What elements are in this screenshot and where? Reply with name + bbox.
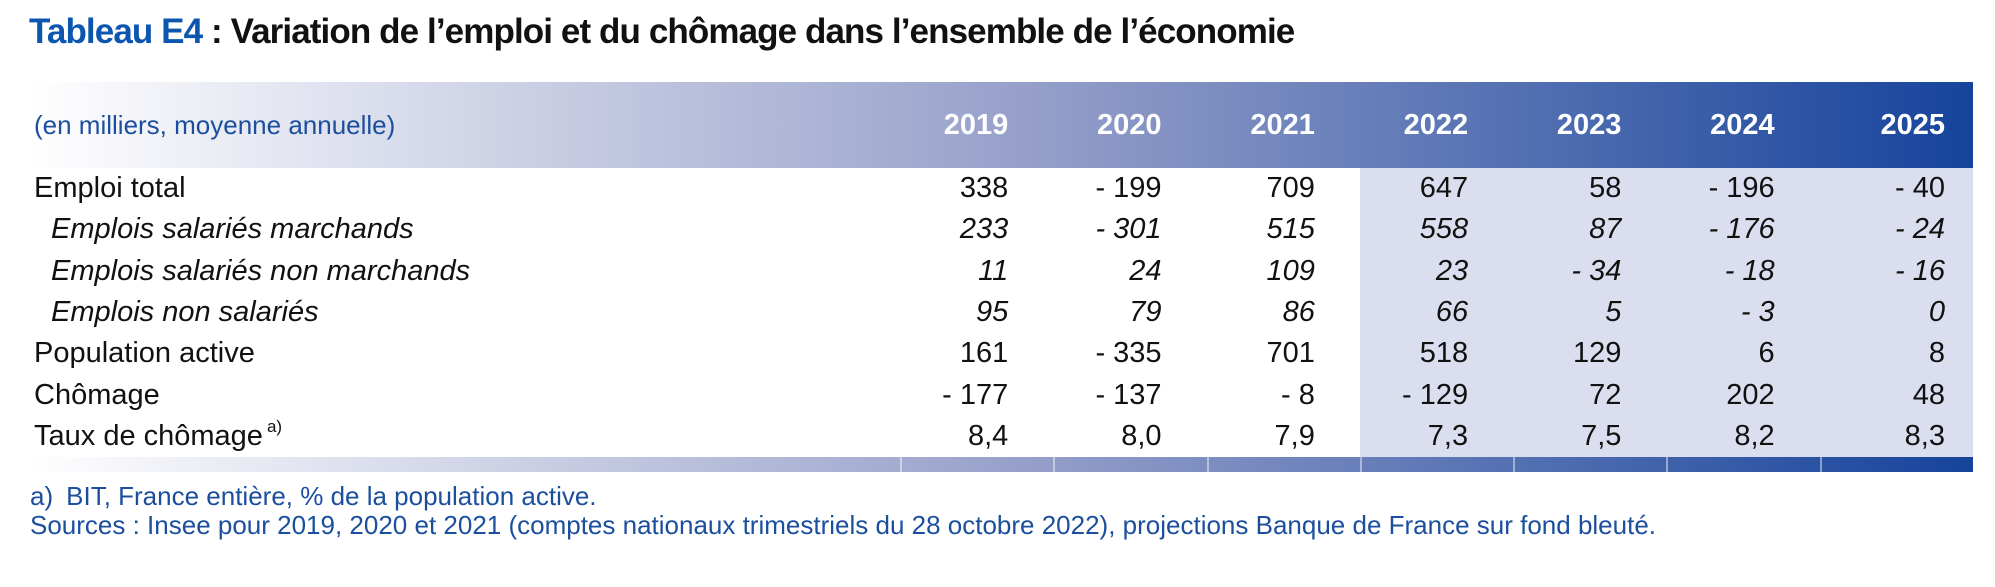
bar-column-separator <box>1819 457 1822 473</box>
value-2019: 8,4 <box>967 419 1009 452</box>
value-2020: - 335 <box>1095 337 1162 370</box>
table-bottom-bar <box>27 457 1973 473</box>
row-label-text: Emplois non salariés <box>51 296 319 329</box>
value-2019: 11 <box>978 254 1009 287</box>
value-2025: 8,3 <box>1819 415 1973 458</box>
footnote-ref: a) <box>266 417 283 437</box>
table-row: Taux de chômage a) 8,4 8,0 7,9 7,3 7,5 8,2 8,3 <box>27 415 1973 458</box>
value-2022: 558 <box>1359 209 1514 251</box>
value-2019: 161 <box>959 337 1009 370</box>
value-2020: - 301 <box>1095 213 1162 246</box>
value-2023: 87 <box>1513 209 1667 251</box>
row-label: Emploi total <box>27 168 900 209</box>
value-2021: 701 <box>1266 337 1315 370</box>
row-label: Emplois salariés non marchands <box>27 251 900 292</box>
bar-column-separator <box>900 457 902 473</box>
year-header-2024: 2024 <box>1710 108 1775 141</box>
bar-column-separator <box>1053 457 1056 473</box>
value-2024: 8,2 <box>1666 415 1820 458</box>
year-header-2025: 2025 <box>1880 108 1945 141</box>
page-title: Tableau E4 : Variation de l’emploi et du… <box>29 12 1295 52</box>
value-2022: 7,3 <box>1359 415 1514 458</box>
value-2025: 48 <box>1819 374 1973 416</box>
value-2024: 6 <box>1666 333 1820 375</box>
row-label-text: Emploi total <box>34 172 186 205</box>
value-2021: - 8 <box>1281 378 1315 411</box>
value-2024: - 196 <box>1666 168 1820 210</box>
year-header-2023: 2023 <box>1556 108 1622 141</box>
row-label-text: Population active <box>34 337 255 370</box>
table-body: Emploi total 338- 199 709 647 58- 196- 40 Emp… <box>27 168 1973 458</box>
unit-label: (en milliers, moyenne annuelle) <box>34 109 396 140</box>
value-2020: 79 <box>1129 296 1162 329</box>
table-row: Emploi total 338 - 199 709 647 58- 196- 40 <box>27 168 1973 210</box>
row-label: Chômage <box>27 374 900 415</box>
value-2025: - 16 <box>1819 250 1973 292</box>
value-2021: 7,9 <box>1274 419 1315 452</box>
value-2019: - 177 <box>942 378 1009 411</box>
value-2024: - 18 <box>1666 250 1820 292</box>
row-label-text: Taux de chômage <box>34 419 263 452</box>
value-2022: 66 <box>1359 291 1514 334</box>
value-2025: - 24 <box>1819 209 1973 251</box>
footnote-a-marker: a) <box>30 481 54 511</box>
value-2023: - 34 <box>1513 250 1667 292</box>
value-2023: 129 <box>1513 333 1667 375</box>
bar-column-separator <box>1666 457 1669 473</box>
year-header-2019: 2019 <box>943 108 1009 141</box>
value-2024: - 176 <box>1666 209 1820 251</box>
value-2025: 0 <box>1819 291 1973 334</box>
value-2022: 518 <box>1359 333 1514 375</box>
footnotes: a) BIT, France entière, % de la populatio… <box>30 482 1656 540</box>
row-label: Population active <box>27 333 900 374</box>
row-label: Taux de chômage a) <box>27 416 900 457</box>
table-row: Emplois salariés marchands 233 - 301 515 558… <box>27 209 1973 251</box>
value-2021: 86 <box>1282 296 1315 329</box>
row-label-text: Chômage <box>34 378 160 411</box>
value-2025: 8 <box>1819 333 1973 375</box>
value-2021: 515 <box>1266 213 1315 246</box>
value-2024: - 3 <box>1666 291 1820 334</box>
value-2024: 202 <box>1666 374 1820 416</box>
value-2022: 647 <box>1359 168 1514 210</box>
value-2023: 7,5 <box>1513 415 1667 458</box>
value-2019: 95 <box>976 296 1009 329</box>
value-2023: 5 <box>1513 291 1667 334</box>
row-label: Emplois non salariés <box>27 292 900 333</box>
value-2023: 72 <box>1513 374 1667 416</box>
value-2025: - 40 <box>1819 168 1973 210</box>
title-text: : Variation de l’emploi et du chômage da… <box>202 12 1295 51</box>
footnote-a: a) BIT, France entière, % de la populatio… <box>30 482 1656 511</box>
table-row: Chômage - 177 - 137 - 8 - 129 72 202 48 <box>27 374 1973 416</box>
footnote-a-text: BIT, France entière, % de la population … <box>66 481 597 511</box>
value-2020: - 199 <box>1095 172 1162 205</box>
value-2022: 23 <box>1359 250 1514 292</box>
value-2020: - 137 <box>1095 378 1162 411</box>
table-header-row: (en milliers, moyenne annuelle) 2019 202… <box>27 82 1973 168</box>
row-label-text: Emplois salariés non marchands <box>51 254 471 287</box>
value-2023: 58 <box>1513 168 1667 210</box>
table-e4: (en milliers, moyenne annuelle) 2019 202… <box>27 82 1973 473</box>
table-number: Tableau E4 <box>29 12 203 51</box>
year-header-2022: 2022 <box>1403 108 1469 141</box>
value-2021: 709 <box>1266 172 1315 205</box>
year-header-2020: 2020 <box>1097 108 1162 141</box>
bar-column-separator <box>1513 457 1516 473</box>
value-2021: 109 <box>1266 254 1315 287</box>
value-2020: 24 <box>1129 254 1162 287</box>
sources-note: Sources : Insee pour 2019, 2020 et 2021 … <box>30 510 1657 540</box>
value-2019: 233 <box>959 213 1009 246</box>
row-label: Emplois salariés marchands <box>27 209 900 250</box>
table-row: Emplois salariés non marchands 11 24 109 23-… <box>27 250 1973 292</box>
bar-column-separator <box>1206 457 1209 473</box>
bar-column-separator <box>1359 457 1362 473</box>
value-2019: 338 <box>959 172 1009 205</box>
row-label-text: Emplois salariés marchands <box>51 213 414 246</box>
value-2020: 8,0 <box>1121 419 1162 452</box>
year-header-2021: 2021 <box>1250 108 1315 141</box>
value-2022: - 129 <box>1359 374 1514 416</box>
table-row: Population active 161 - 335 701 518 129 6 8 <box>27 333 1973 375</box>
